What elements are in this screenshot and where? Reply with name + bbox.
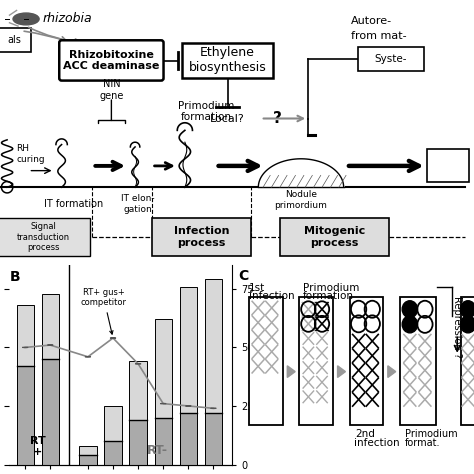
Bar (129, 362, 147, 465)
Bar (129, 420, 147, 465)
FancyBboxPatch shape (427, 149, 469, 182)
Text: Syste-: Syste- (375, 54, 407, 64)
Bar (17, 366, 34, 465)
Text: infection: infection (249, 291, 295, 301)
Circle shape (402, 301, 418, 318)
Text: RT
+: RT + (30, 436, 46, 457)
Text: Primodium
formation: Primodium formation (178, 100, 234, 122)
FancyBboxPatch shape (152, 218, 251, 256)
Circle shape (460, 316, 474, 333)
Text: Repression ?: Repression ? (452, 296, 462, 357)
Bar (180, 286, 197, 465)
Text: C: C (238, 269, 248, 283)
Bar (79, 455, 97, 465)
Bar (205, 280, 222, 465)
Text: als: als (7, 35, 21, 46)
Bar (17, 305, 34, 465)
Text: from mat-: from mat- (351, 30, 406, 41)
FancyBboxPatch shape (0, 28, 31, 52)
Text: Primodium: Primodium (405, 429, 457, 439)
Bar (155, 418, 172, 465)
Text: Rhizobitoxine
ACC deaminase: Rhizobitoxine ACC deaminase (63, 50, 160, 71)
Text: Signal
transduction
process: Signal transduction process (17, 222, 70, 252)
Ellipse shape (13, 13, 39, 25)
Circle shape (460, 301, 474, 318)
Bar (42, 293, 59, 465)
Text: ?: ? (273, 111, 282, 126)
Bar (42, 359, 59, 465)
Y-axis label: Nodule occupancy (%): Nodule occupancy (%) (268, 310, 278, 420)
Bar (104, 441, 122, 465)
Text: IT elon-
gation: IT elon- gation (121, 194, 154, 213)
FancyBboxPatch shape (280, 218, 389, 256)
Bar (349, 297, 383, 425)
Text: Mitogenic
process: Mitogenic process (303, 226, 365, 248)
Bar (205, 413, 222, 465)
Text: RT+ gus+
competitor: RT+ gus+ competitor (81, 288, 127, 334)
Text: Local?: Local? (210, 113, 245, 124)
Text: Autore-: Autore- (351, 16, 392, 27)
FancyBboxPatch shape (59, 40, 164, 81)
Text: 2nd: 2nd (356, 429, 375, 439)
Text: infection: infection (354, 438, 400, 448)
Bar (299, 297, 333, 425)
Polygon shape (287, 366, 295, 377)
Bar (400, 297, 436, 425)
Bar (249, 297, 283, 425)
Text: Nodule
primordium: Nodule primordium (274, 191, 328, 210)
Bar (461, 297, 474, 425)
Text: formation: formation (303, 291, 354, 301)
Text: 1st: 1st (249, 283, 265, 293)
Bar (180, 413, 197, 465)
Text: rhizobia: rhizobia (43, 11, 92, 25)
Text: RH
curing: RH curing (17, 145, 45, 164)
Text: Infection
process: Infection process (173, 226, 229, 248)
Polygon shape (337, 366, 346, 377)
Text: B: B (10, 270, 21, 284)
Polygon shape (388, 366, 396, 377)
Text: NIN
gene: NIN gene (99, 79, 124, 101)
FancyBboxPatch shape (358, 47, 424, 71)
Text: Primodium: Primodium (303, 283, 359, 293)
Text: format.: format. (405, 438, 440, 448)
Text: Ethylene
biosynthesis: Ethylene biosynthesis (189, 46, 266, 74)
FancyBboxPatch shape (182, 43, 273, 78)
Bar (104, 406, 122, 465)
Text: RT-: RT- (146, 445, 167, 457)
Bar (155, 319, 172, 465)
Bar (79, 446, 97, 465)
Text: IT formation: IT formation (44, 199, 103, 209)
Circle shape (402, 316, 418, 333)
FancyBboxPatch shape (0, 218, 90, 256)
